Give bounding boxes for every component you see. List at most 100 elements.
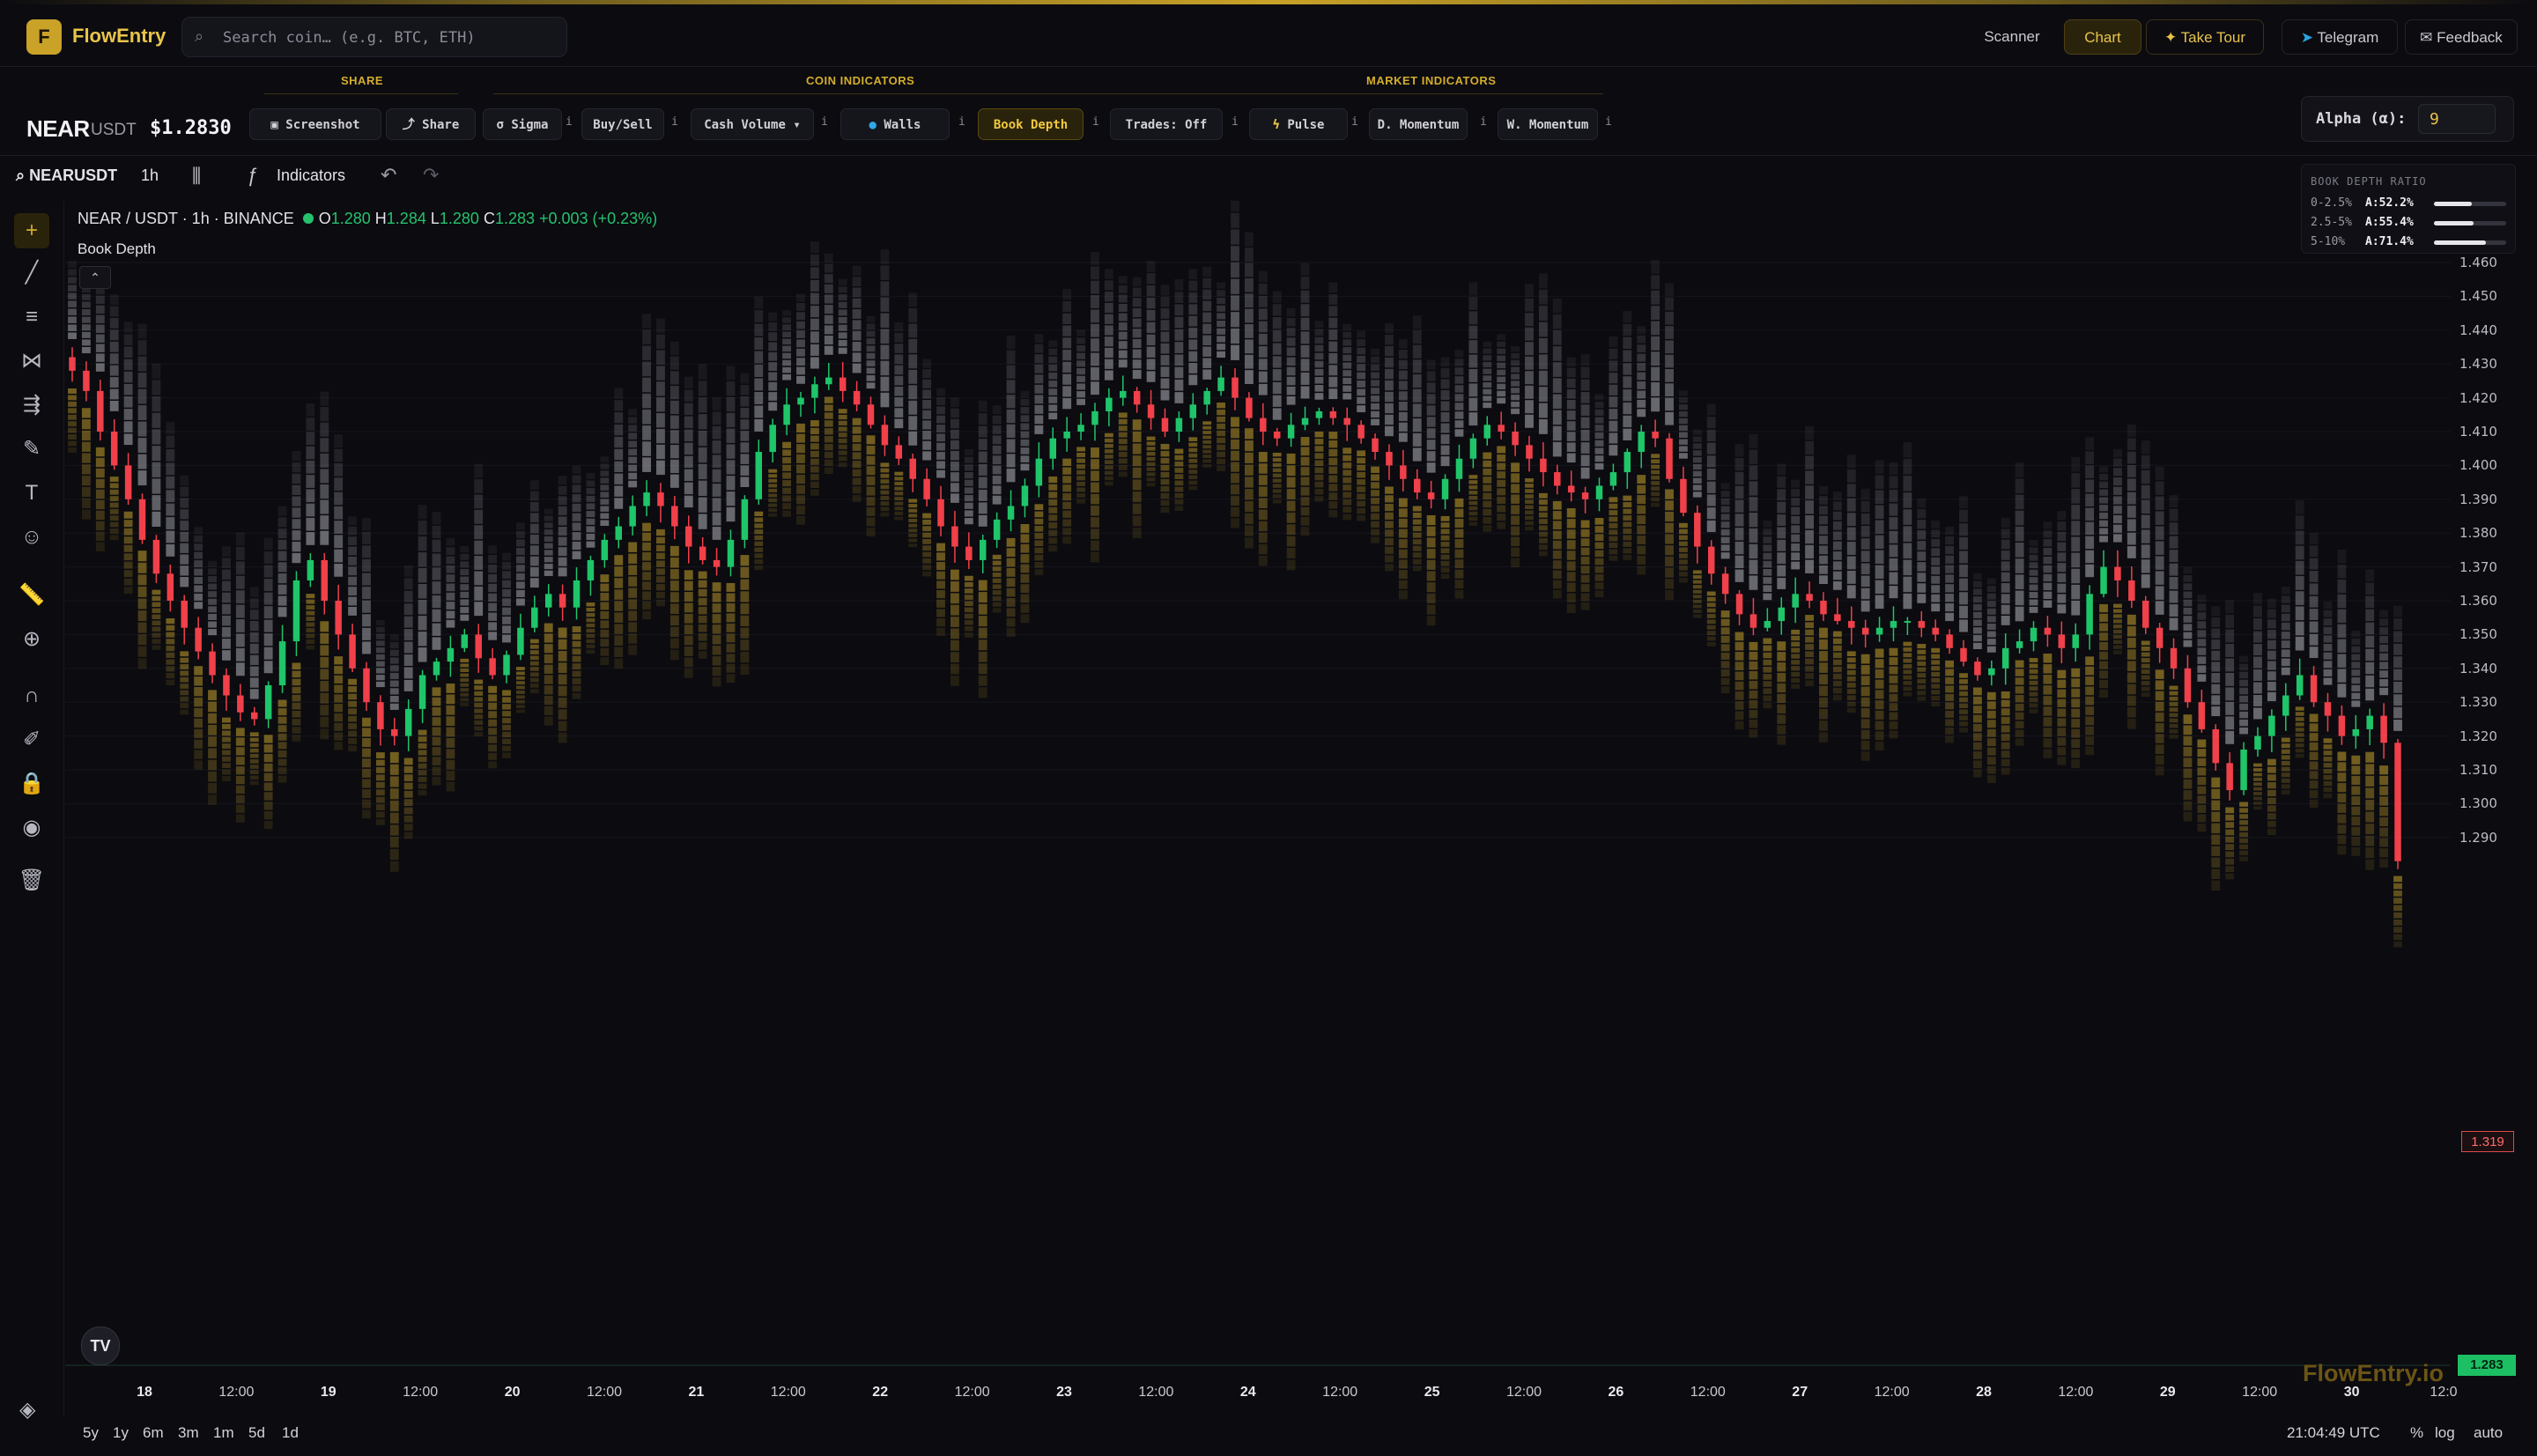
auto-scale-toggle[interactable]: auto — [2474, 1424, 2504, 1441]
trash-icon[interactable]: 🗑 — [18, 868, 46, 892]
brush-icon[interactable]: ✎ — [22, 437, 41, 461]
ask-depth-block — [642, 377, 651, 393]
screenshot-button[interactable]: ▣ Screenshot — [249, 108, 381, 140]
percent-scale-toggle[interactable]: % — [2410, 1424, 2424, 1441]
collapse-legend-button[interactable]: ⌃ — [79, 266, 111, 289]
alpha-input[interactable] — [2418, 104, 2496, 134]
telegram-button[interactable]: ➤ Telegram — [2282, 19, 2398, 55]
pencil-lock-icon[interactable]: ✐ — [22, 728, 41, 751]
ask-depth-block — [2141, 455, 2150, 469]
cash-volume-chip[interactable]: Cash Volume ▾ — [691, 108, 814, 140]
ask-depth-block — [1903, 476, 1912, 491]
trend-line-icon[interactable]: ╱ — [25, 261, 39, 285]
timeframe-button[interactable]: 1h — [141, 166, 159, 184]
pattern-icon[interactable]: ⋈ — [21, 349, 42, 373]
book-depth-chip[interactable]: Book Depth — [978, 108, 1084, 140]
range-1m[interactable]: 1m — [213, 1424, 234, 1441]
eye-icon[interactable]: ◉ — [22, 816, 41, 839]
fib-lines-icon[interactable]: ≡ — [25, 305, 38, 329]
d-momentum-info-icon[interactable]: i — [1480, 115, 1487, 129]
share-button[interactable]: ⤴ Share — [386, 108, 476, 140]
ask-depth-block — [796, 348, 805, 357]
redo-icon[interactable]: ↷ — [423, 164, 440, 186]
book-depth-info-icon[interactable]: i — [1092, 115, 1099, 129]
ask-depth-block — [277, 539, 287, 551]
crosshair-icon[interactable]: + — [14, 213, 49, 248]
emoji-icon[interactable]: ☺ — [20, 525, 43, 549]
lock-icon[interactable]: 🔒 — [18, 772, 45, 795]
walls-chip[interactable]: ● Walls — [840, 108, 950, 140]
bid-depth-block — [1091, 459, 1099, 469]
candle-up — [797, 397, 804, 405]
walls-info-icon[interactable]: i — [958, 115, 965, 129]
bid-depth-block — [964, 632, 973, 638]
bid-depth-block — [1006, 598, 1016, 607]
tradingview-logo[interactable]: TV — [81, 1327, 120, 1365]
pulse-chip[interactable]: ϟ Pulse — [1249, 108, 1348, 140]
range-1y[interactable]: 1y — [113, 1424, 129, 1441]
bid-depth-block — [1651, 502, 1661, 507]
trades-info-icon[interactable]: i — [1232, 115, 1239, 129]
sigma-info-icon[interactable]: i — [566, 115, 573, 129]
d-momentum-chip[interactable]: D. Momentum — [1369, 108, 1468, 140]
brand-name[interactable]: FlowEntry — [72, 25, 166, 47]
bid-depth-block — [474, 685, 484, 691]
ask-depth-block — [2029, 599, 2038, 606]
bid-depth-block — [1552, 589, 1562, 599]
indicators-button[interactable]: Indicators — [277, 166, 346, 184]
bid-depth-block — [586, 612, 595, 617]
ask-depth-block — [544, 563, 553, 570]
function-icon[interactable]: ƒ — [247, 164, 258, 186]
nav-scanner[interactable]: Scanner — [1984, 28, 2040, 45]
bid-depth-block — [418, 743, 427, 749]
bid-depth-block — [2309, 742, 2319, 751]
ask-depth-block — [1300, 290, 1310, 303]
buysell-info-icon[interactable]: i — [671, 115, 678, 129]
buysell-chip[interactable]: Buy/Sell — [581, 108, 664, 140]
ask-depth-block — [936, 425, 945, 432]
ask-depth-block — [1174, 354, 1184, 366]
range-5d[interactable]: 5d — [248, 1424, 265, 1441]
pulse-info-icon[interactable]: i — [1351, 115, 1358, 129]
coin-search-input[interactable] — [221, 25, 559, 51]
trades-chip[interactable]: Trades: Off — [1110, 108, 1223, 140]
ruler-icon[interactable]: 📏 — [18, 583, 45, 607]
range-3m[interactable]: 3m — [178, 1424, 199, 1441]
bid-depth-block — [1706, 625, 1716, 630]
bid-depth-block — [1566, 593, 1576, 603]
magnet-icon[interactable]: ∩ — [24, 684, 40, 707]
feedback-button[interactable]: ✉ Feedback — [2405, 19, 2518, 55]
ask-depth-block — [950, 462, 959, 471]
undo-icon[interactable]: ↶ — [381, 164, 397, 186]
range-1d[interactable]: 1d — [282, 1424, 299, 1441]
w-momentum-info-icon[interactable]: i — [1605, 115, 1612, 129]
bid-depth-block — [375, 818, 385, 825]
bid-depth-block — [992, 560, 1002, 565]
range-6m[interactable]: 6m — [143, 1424, 164, 1441]
logo[interactable]: F — [26, 19, 62, 55]
candle-type-icon[interactable]: ⫼ — [192, 165, 202, 187]
zoom-icon[interactable]: ⊕ — [22, 627, 41, 651]
range-5y[interactable]: 5y — [83, 1424, 99, 1441]
text-icon[interactable]: T — [25, 481, 39, 505]
projection-icon[interactable]: ⇶ — [22, 393, 41, 417]
layers-icon[interactable]: ◈ — [19, 1398, 36, 1422]
candle-down — [2198, 702, 2206, 729]
take-tour-button[interactable]: ✦ Take Tour — [2146, 19, 2264, 55]
log-scale-toggle[interactable]: log — [2435, 1424, 2455, 1441]
bid-depth-block — [2112, 639, 2122, 645]
w-momentum-chip[interactable]: W. Momentum — [1498, 108, 1598, 140]
sigma-chip[interactable]: σ Sigma — [483, 108, 562, 140]
bid-depth-block — [1398, 590, 1408, 600]
coin-search[interactable]: ⌕ — [181, 17, 567, 57]
bid-depth-block — [2267, 758, 2276, 765]
ask-depth-block — [669, 400, 679, 415]
bid-depth-block — [1328, 448, 1338, 457]
bid-depth-block — [1454, 539, 1464, 549]
nav-chart[interactable]: Chart — [2064, 19, 2141, 55]
ask-depth-block — [1146, 322, 1156, 334]
cash-volume-info-icon[interactable]: i — [821, 115, 828, 129]
ask-depth-block — [782, 310, 792, 316]
symbol-search[interactable]: ⌕ NEARUSDT — [16, 166, 117, 185]
price-chart[interactable] — [65, 201, 2451, 1381]
